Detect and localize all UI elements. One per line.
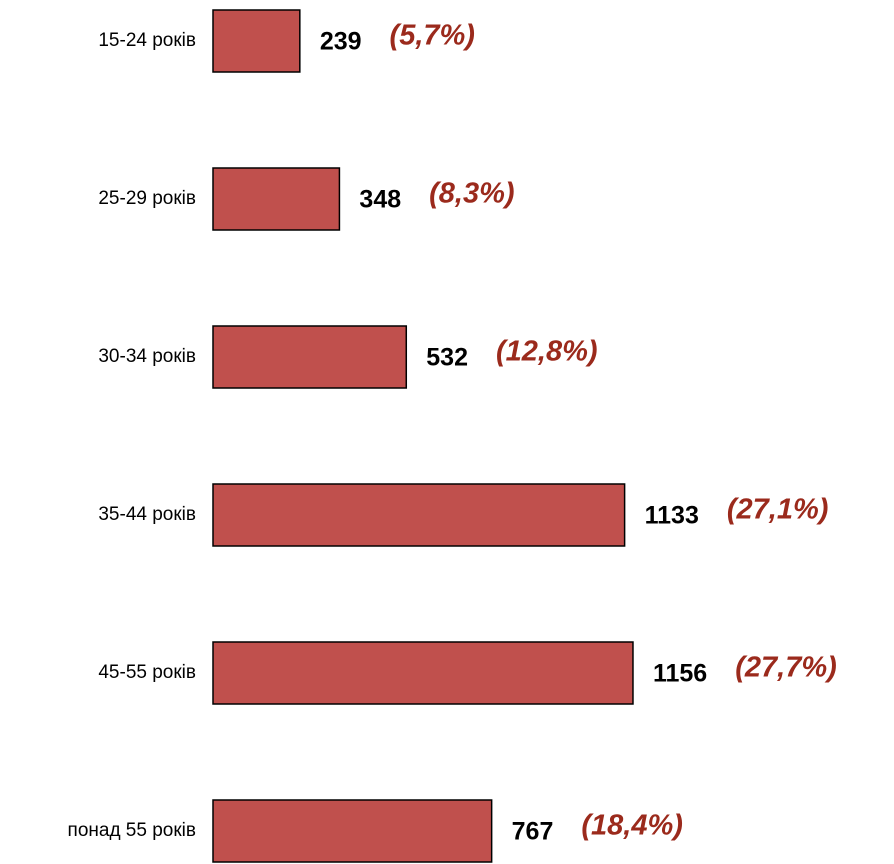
share-label: (5,7%) — [390, 20, 475, 52]
category-label: понад 55 років — [68, 820, 196, 841]
bar — [212, 9, 301, 73]
bar — [212, 483, 626, 547]
share-label: (18,4%) — [581, 810, 683, 842]
share-label: (8,3%) — [429, 178, 514, 210]
value-label: 1156 — [653, 660, 707, 688]
category-label: 25-29 років — [98, 188, 196, 209]
bar — [212, 799, 493, 863]
share-label: (27,7%) — [735, 652, 837, 684]
share-label: (27,1%) — [727, 494, 829, 526]
category-label: 15-24 років — [98, 30, 196, 51]
bar — [212, 325, 408, 389]
category-label: 35-44 років — [98, 504, 196, 525]
value-label: 767 — [512, 818, 554, 846]
category-label: 30-34 років — [98, 346, 196, 367]
value-label: 1133 — [645, 502, 699, 530]
value-label: 348 — [359, 186, 401, 214]
value-label: 532 — [426, 344, 468, 372]
value-label: 239 — [320, 28, 362, 56]
share-label: (12,8%) — [496, 336, 598, 368]
bar — [212, 641, 634, 705]
bar — [212, 167, 341, 231]
category-label: 45-55 років — [98, 662, 196, 683]
